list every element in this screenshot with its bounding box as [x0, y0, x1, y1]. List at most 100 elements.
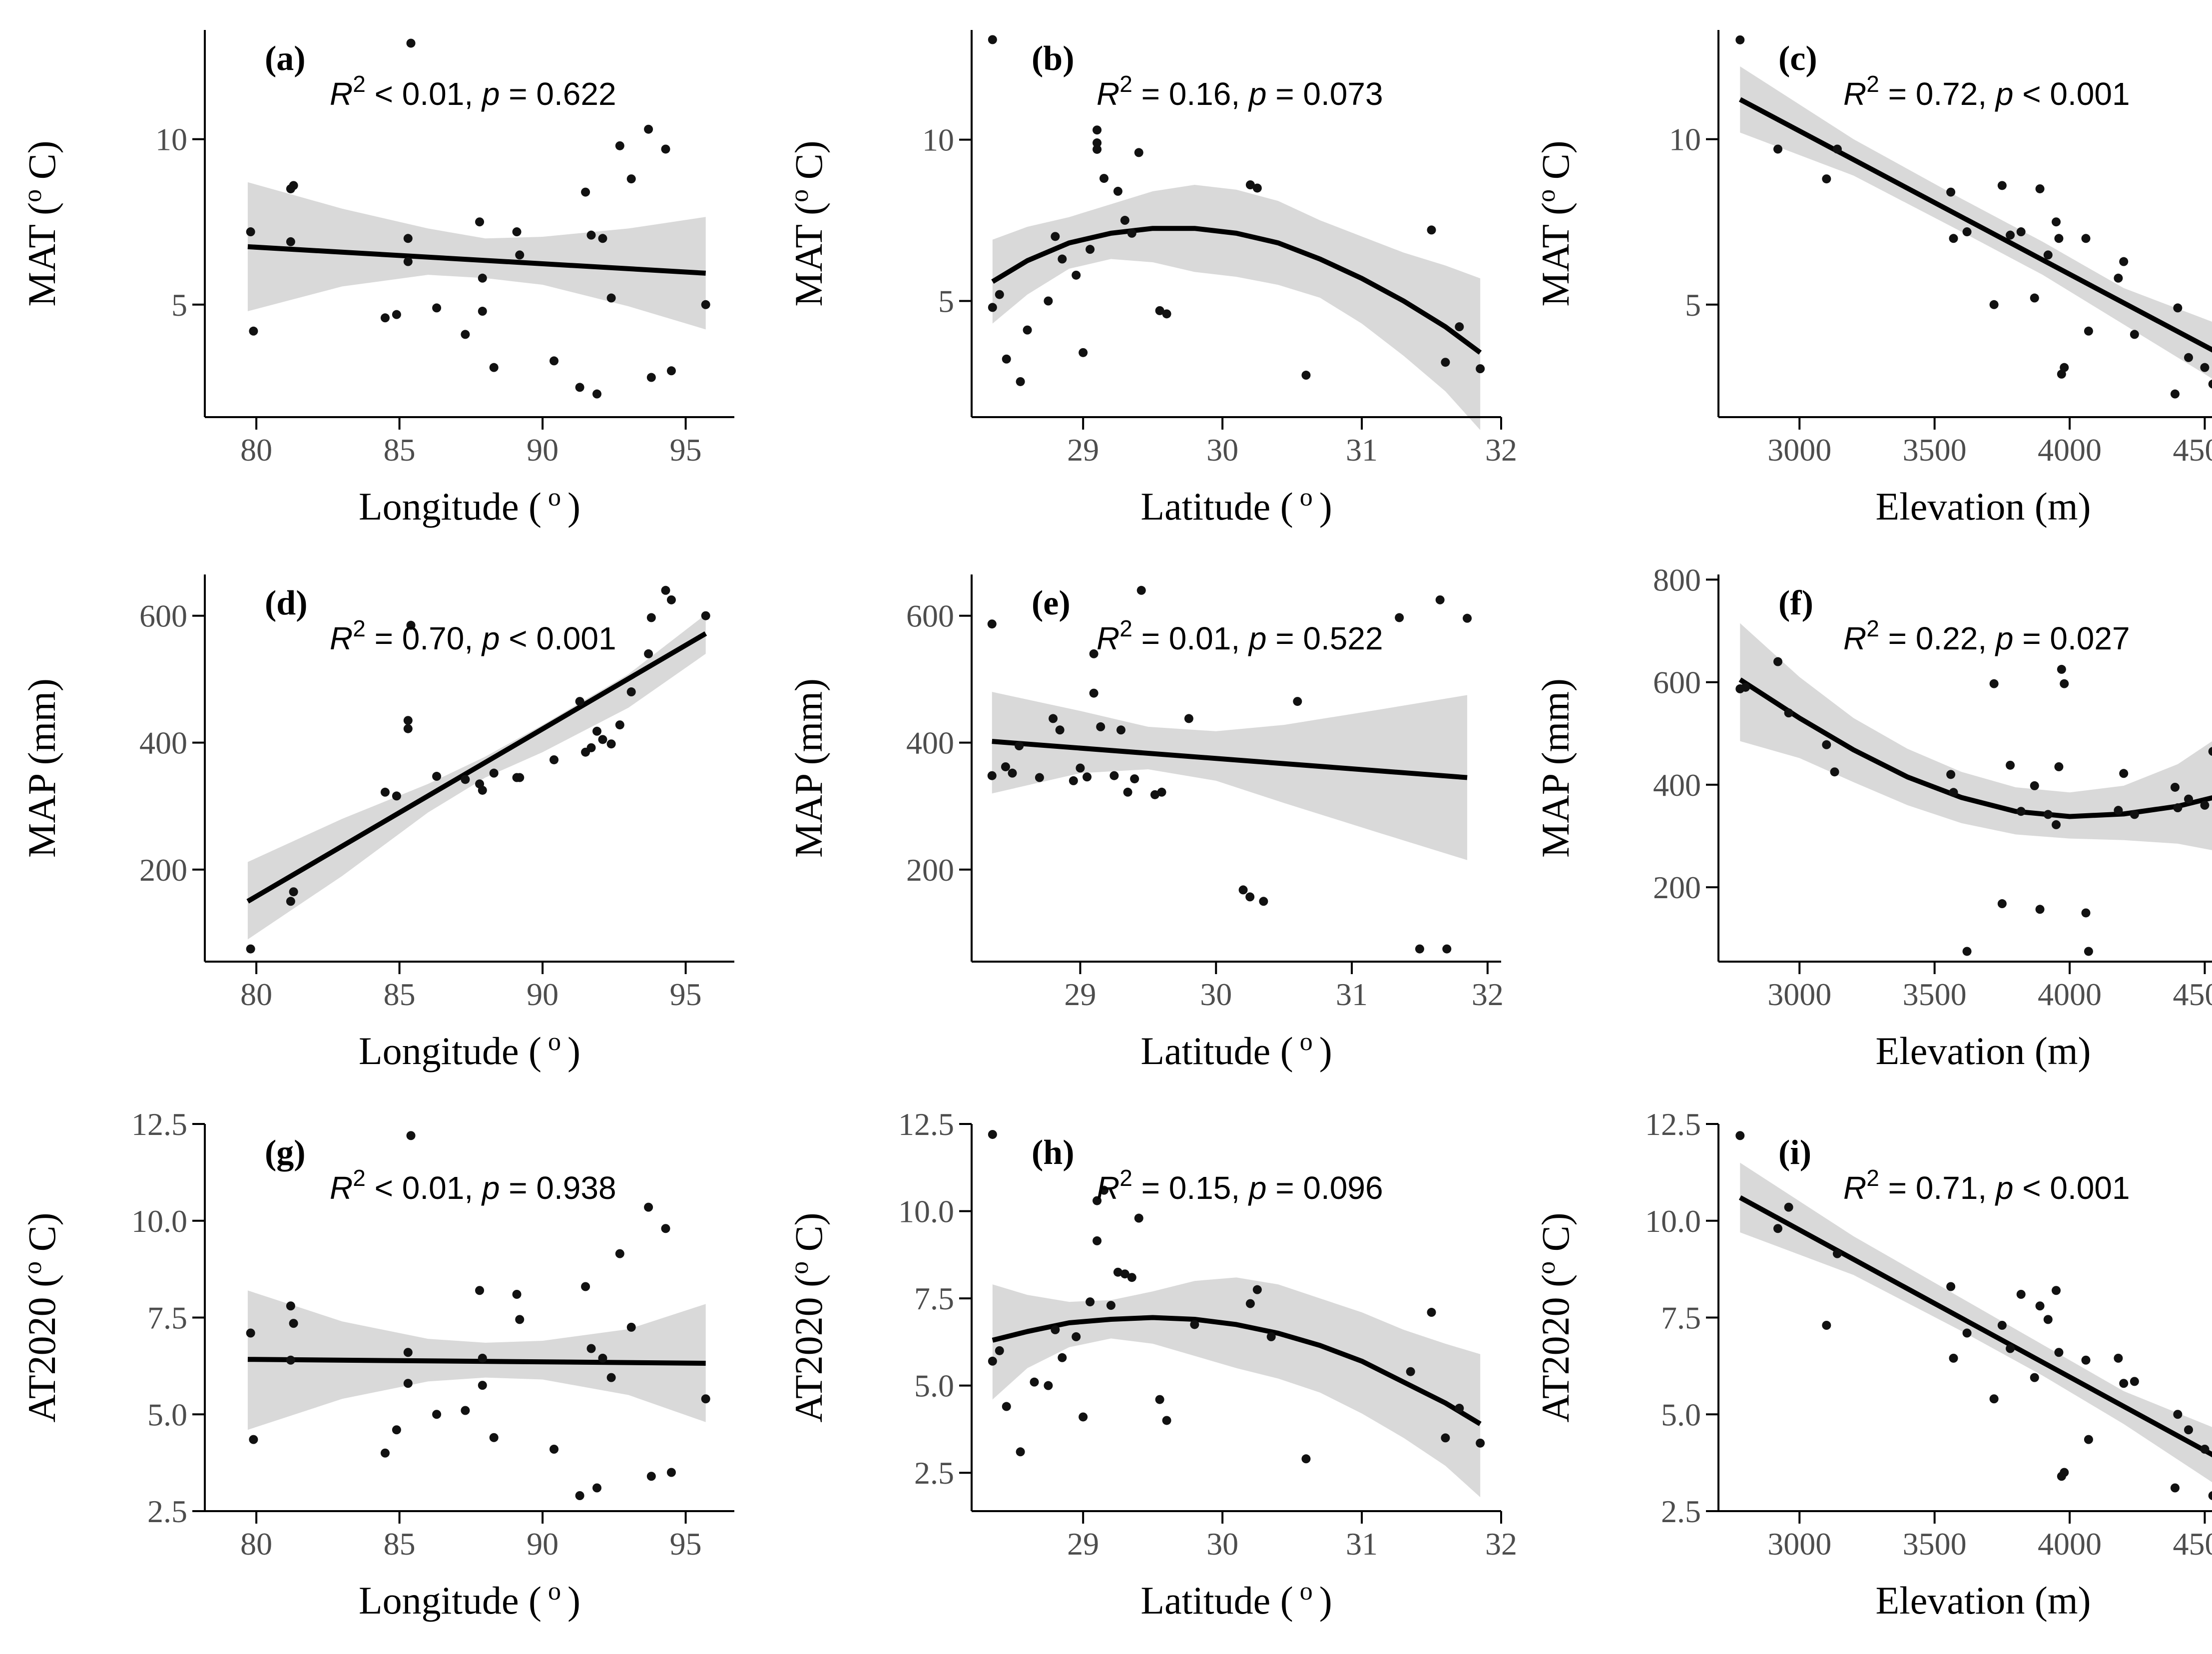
- data-point: [1997, 181, 2007, 190]
- stats-annotation: R2 = 0.71, p < 0.001: [1843, 1165, 2130, 1206]
- data-point: [2057, 664, 2066, 674]
- data-point: [1773, 144, 1782, 154]
- data-point: [392, 1425, 401, 1435]
- data-point: [286, 897, 295, 906]
- data-point: [1127, 1273, 1136, 1282]
- data-point: [1016, 377, 1025, 386]
- confidence-band: [992, 185, 1481, 430]
- panel-b: 29 30 31 32 5 10 Latitude ( o ) MAT (o C) (b) R2 …: [785, 30, 1517, 528]
- y-tick-label: 800: [1653, 562, 1701, 597]
- data-point: [1093, 138, 1102, 148]
- data-point: [1832, 1249, 1842, 1258]
- data-point: [475, 217, 485, 227]
- panel-i: 3000 3500 4000 4500 2.5 5.0 7.5 10.0 12.5 Elevati…: [1532, 1106, 2212, 1622]
- data-point: [666, 595, 676, 604]
- data-point: [987, 771, 997, 780]
- data-point: [475, 1286, 485, 1295]
- data-point: [1044, 296, 1053, 306]
- confidence-band: [247, 614, 706, 940]
- data-point: [1406, 1367, 1415, 1376]
- data-point: [606, 293, 616, 303]
- stats-annotation: R2 < 0.01, p = 0.622: [330, 71, 616, 112]
- y-tick-label: 5.0: [147, 1397, 187, 1432]
- data-point: [2173, 803, 2183, 813]
- stats-annotation: R2 = 0.01, p = 0.522: [1097, 615, 1383, 656]
- data-point: [1113, 186, 1122, 196]
- data-point: [1997, 899, 2007, 909]
- data-point: [1134, 148, 1143, 157]
- x-tick-label: 90: [527, 432, 558, 468]
- data-point: [403, 257, 413, 266]
- data-point: [1784, 708, 1793, 718]
- data-point: [1106, 1301, 1115, 1310]
- y-tick-label: 600: [906, 598, 954, 634]
- data-point: [592, 1483, 601, 1493]
- data-point: [646, 613, 656, 622]
- y-tick-label: 7.5: [914, 1281, 954, 1316]
- data-point: [2173, 303, 2183, 313]
- fit-line: [991, 226, 1482, 355]
- data-point: [2060, 679, 2069, 688]
- data-point: [1184, 714, 1193, 723]
- data-point: [626, 1322, 636, 1332]
- panel-label: (b): [1032, 39, 1075, 78]
- data-point: [1086, 1297, 1095, 1307]
- data-point: [1093, 144, 1102, 154]
- panel-label: (c): [1778, 39, 1817, 78]
- data-point: [592, 389, 601, 399]
- data-point: [598, 735, 607, 744]
- x-tick-label: 80: [240, 432, 272, 468]
- data-point: [2043, 1315, 2053, 1324]
- data-point: [1120, 216, 1129, 225]
- y-tick-label: 10: [155, 122, 187, 157]
- data-point: [1455, 1404, 1464, 1413]
- data-point: [380, 1448, 390, 1458]
- y-axis-title: MAT (o C): [1532, 140, 1578, 306]
- data-point: [2016, 807, 2026, 816]
- x-tick-label: 80: [240, 1526, 272, 1562]
- data-point: [1735, 35, 1745, 44]
- data-point: [1832, 144, 1842, 154]
- data-point: [246, 944, 255, 954]
- y-tick-label: 400: [139, 725, 187, 761]
- data-point: [2184, 794, 2194, 804]
- confidence-band: [992, 1277, 1481, 1498]
- data-point: [1055, 725, 1065, 735]
- data-point: [586, 743, 596, 752]
- y-tick-label: 10: [1669, 122, 1701, 157]
- data-point: [515, 250, 525, 260]
- panel-g: 80 85 90 95 2.5 5.0 7.5 10.0 12.5 Longitude ( o )…: [18, 1106, 734, 1623]
- data-point: [2052, 820, 2061, 829]
- x-tick-label: 31: [1346, 432, 1378, 468]
- data-point: [2208, 379, 2212, 389]
- data-point: [2043, 250, 2053, 260]
- data-point: [1949, 234, 1958, 243]
- data-point: [1822, 174, 1831, 184]
- y-tick-label: 400: [906, 725, 954, 761]
- data-point: [1100, 174, 1108, 183]
- data-point: [1415, 944, 1424, 954]
- data-point: [403, 716, 413, 725]
- y-tick-label: 2.5: [1661, 1494, 1701, 1529]
- data-point: [2081, 1355, 2091, 1365]
- x-axis-title: Longitude ( o ): [359, 483, 580, 529]
- data-point: [2130, 810, 2139, 819]
- confidence-band: [247, 182, 706, 330]
- data-point: [1427, 1308, 1436, 1317]
- data-point: [987, 619, 997, 629]
- x-axis-title: Latitude ( o ): [1140, 1577, 1332, 1623]
- data-point: [512, 1290, 522, 1299]
- stats-annotation: R2 = 0.22, p = 0.027: [1843, 615, 2130, 656]
- data-point: [403, 234, 413, 243]
- y-tick-label: 7.5: [1661, 1300, 1701, 1336]
- data-point: [1822, 740, 1831, 749]
- data-point: [515, 773, 525, 782]
- y-tick-label: 7.5: [147, 1300, 187, 1336]
- y-tick-label: 12.5: [898, 1106, 954, 1142]
- data-point: [380, 313, 390, 323]
- x-axis-title: Longitude ( o ): [359, 1577, 580, 1623]
- x-tick-label: 31: [1346, 1526, 1378, 1562]
- data-point: [1293, 697, 1302, 706]
- data-point: [1155, 1395, 1164, 1404]
- data-point: [1773, 657, 1782, 666]
